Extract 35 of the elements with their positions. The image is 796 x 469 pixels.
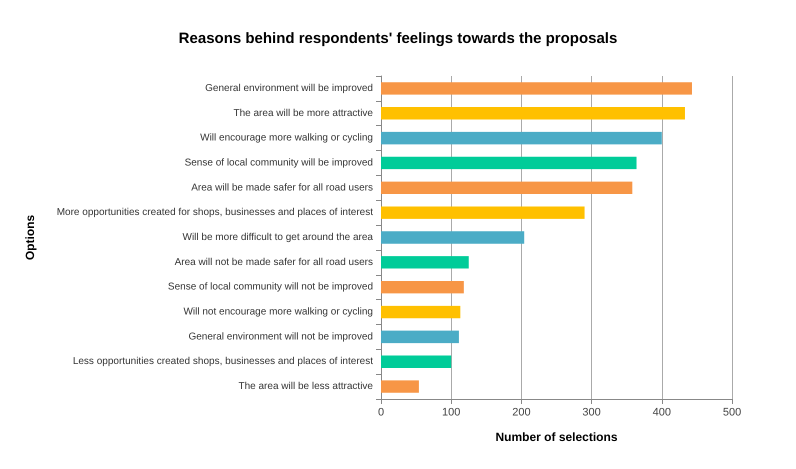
y-tick-label: The area will be less attractive (238, 381, 374, 392)
chart-title: Reasons behind respondents' feelings towards the proposals (178, 30, 618, 47)
x-tick-label: 500 (722, 406, 742, 418)
y-axis-title: Options (23, 214, 37, 260)
y-tick-label: More opportunities created for shops, businesses and places of interest (56, 207, 374, 218)
bar (381, 107, 685, 120)
bar (381, 256, 469, 269)
y-tick-label: Will not encourage more walking or cycling (183, 306, 373, 318)
y-tick-label: Sense of local community will be improved (184, 157, 373, 168)
y-tick-label: Area will not be made safer for all road users (174, 256, 373, 268)
bar (381, 306, 460, 318)
bar (381, 280, 464, 294)
bar (381, 82, 692, 95)
bar (381, 380, 419, 393)
y-tick-label: Sense of local community will not be improved (168, 282, 373, 293)
x-tick-label: 200 (512, 406, 531, 418)
x-tick-label: 400 (652, 406, 671, 418)
y-tick-label: The area will be more attractive (233, 108, 374, 119)
x-axis-title: Number of selections (495, 430, 618, 444)
bar (381, 156, 637, 170)
y-tick-label: Will be more difficult to get around the area (182, 232, 374, 243)
bar (381, 206, 585, 219)
y-tick-label: General environment will be improved (205, 82, 373, 94)
bar (381, 182, 632, 194)
bar (381, 330, 459, 344)
y-tick-label: Less opportunities created shops, businesses and places of interest (72, 356, 374, 368)
y-tick-label: General environment will not be improved (188, 331, 373, 342)
bar (381, 132, 662, 144)
x-tick-label: 0 (378, 406, 384, 418)
x-tick-label: 300 (582, 406, 601, 418)
bar (381, 356, 452, 368)
y-tick-label: Area will be made safer for all road users (191, 182, 373, 194)
bar (381, 231, 524, 244)
y-tick-label: Will encourage more walking or cycling (200, 132, 373, 144)
x-tick-label: 100 (442, 406, 460, 418)
